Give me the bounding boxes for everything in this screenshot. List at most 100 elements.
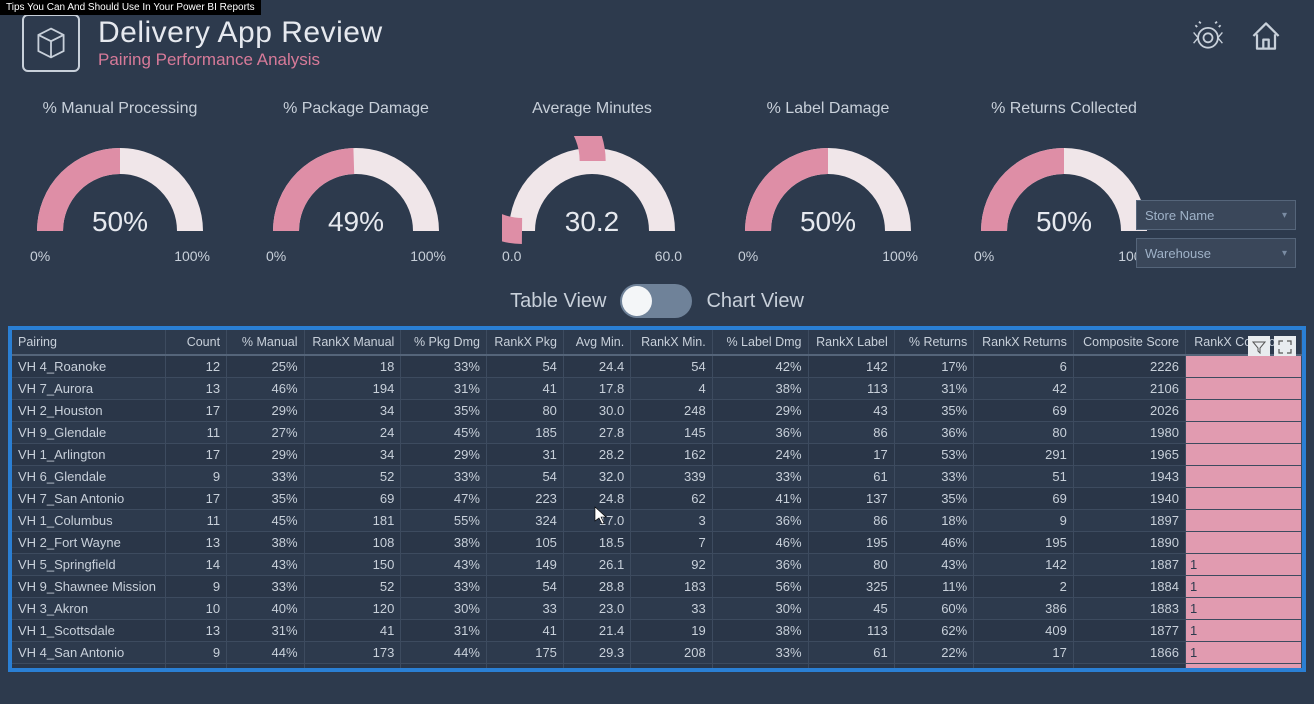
column-header[interactable]: RankX Min.: [631, 330, 713, 355]
gauge-max: 100%: [410, 248, 446, 264]
table-cell: VH 9_Shawnee Mission: [12, 576, 165, 598]
table-cell: 175: [486, 642, 563, 664]
column-header[interactable]: RankX Returns: [974, 330, 1074, 355]
table-cell: 33%: [401, 355, 487, 378]
table-cell: 43%: [227, 554, 304, 576]
table-cell: 173: [304, 642, 401, 664]
table-row[interactable]: VH 5_Springfield1443%15043%14926.19236%8…: [12, 554, 1302, 576]
gauge-value: 49%: [266, 206, 446, 238]
table-cell: 35%: [894, 400, 974, 422]
gauge-title: % Manual Processing: [20, 100, 220, 118]
view-toggle-row: Table View Chart View: [0, 284, 1314, 318]
table-cell: 1: [1185, 576, 1301, 598]
table-cell: 35%: [401, 400, 487, 422]
table-row[interactable]: VH 4_San Antonio944%17344%17529.320833%6…: [12, 642, 1302, 664]
table-cell: 7: [631, 532, 713, 554]
table-cell: 30: [631, 664, 713, 673]
table-cell: [1185, 422, 1301, 444]
toggle-knob: [622, 286, 652, 316]
table-cell: 86: [808, 422, 894, 444]
column-header[interactable]: Pairing: [12, 330, 165, 355]
column-header[interactable]: RankX Manual: [304, 330, 401, 355]
table-cell: 1887: [1073, 554, 1185, 576]
column-header[interactable]: % Pkg Dmg: [401, 330, 487, 355]
table-cell: [1185, 532, 1301, 554]
table-cell: 28.8: [563, 576, 630, 598]
table-cell: 185: [486, 422, 563, 444]
table-row[interactable]: VH 7_Aurora1346%19431%4117.8438%11331%42…: [12, 378, 1302, 400]
table-cell: 33%: [401, 576, 487, 598]
column-header[interactable]: % Manual: [227, 330, 304, 355]
table-cell: 1884: [1073, 576, 1185, 598]
gauge-title: Average Minutes: [492, 100, 692, 118]
table-cell: 142: [974, 554, 1074, 576]
chart-view-label: Chart View: [706, 290, 803, 313]
column-header[interactable]: Count: [165, 330, 226, 355]
table-cell: 31%: [401, 620, 487, 642]
table-row[interactable]: VH 9_Glendale1127%2445%18527.814536%8636…: [12, 422, 1302, 444]
table-row[interactable]: VH 2_Fort Wayne1338%10838%10518.5746%195…: [12, 532, 1302, 554]
gauge-row: % Manual Processing 50% 0% 100% % Packag…: [0, 78, 1314, 274]
table-cell: 41%: [712, 488, 808, 510]
table-cell: 44%: [401, 642, 487, 664]
table-row[interactable]: VH 1_Arlington1729%3429%3128.216224%1753…: [12, 444, 1302, 466]
table-cell: [1185, 488, 1301, 510]
data-table[interactable]: PairingCount% ManualRankX Manual% Pkg Dm…: [12, 330, 1302, 672]
table-cell: 291: [974, 444, 1074, 466]
table-cell: 22%: [894, 642, 974, 664]
table-cell: 324: [486, 510, 563, 532]
column-header[interactable]: % Returns: [894, 330, 974, 355]
table-cell: 1943: [1073, 466, 1185, 488]
table-cell: 38%: [712, 620, 808, 642]
table-cell: VH 7_Aurora: [12, 378, 165, 400]
column-header[interactable]: Composite Score: [1073, 330, 1185, 355]
view-toggle-switch[interactable]: [620, 284, 692, 318]
column-header[interactable]: RankX Label: [808, 330, 894, 355]
table-cell: 17: [808, 444, 894, 466]
table-cell: 29%: [401, 444, 487, 466]
table-cell: 108: [304, 532, 401, 554]
table-row[interactable]: VH 1_Scottsdale1331%4131%4121.41938%1136…: [12, 620, 1302, 642]
slicer-dropdown[interactable]: Warehouse▾: [1136, 238, 1296, 268]
table-cell: 36%: [712, 510, 808, 532]
column-header[interactable]: % Label Dmg: [712, 330, 808, 355]
table-cell: 19: [808, 664, 894, 673]
table-cell: 80: [974, 422, 1074, 444]
table-cell: 9: [165, 576, 226, 598]
table-row[interactable]: VH 3_Akron1040%12030%3323.03330%4560%386…: [12, 598, 1302, 620]
gauge: % Returns Collected 50% 0% 100%: [964, 100, 1164, 264]
slicer-dropdown[interactable]: Store Name▾: [1136, 200, 1296, 230]
column-header[interactable]: Avg Min.: [563, 330, 630, 355]
table-row[interactable]: VH 2_Houston1729%3435%8030.024829%4335%6…: [12, 400, 1302, 422]
table-cell: 14: [165, 554, 226, 576]
table-cell: 325: [808, 576, 894, 598]
table-cell: 26.1: [563, 554, 630, 576]
table-cell: 69: [974, 400, 1074, 422]
table-row[interactable]: VH 2_Glendale838%9163%41123.53025%1938%1…: [12, 664, 1302, 673]
table-cell: VH 2_Glendale: [12, 664, 165, 673]
gauge-value: 30.2: [502, 206, 682, 238]
table-cell: VH 1_Scottsdale: [12, 620, 165, 642]
column-header[interactable]: RankX Pkg: [486, 330, 563, 355]
table-row[interactable]: VH 4_Roanoke1225%1833%5424.45442%14217%6…: [12, 355, 1302, 378]
table-cell: [1185, 664, 1301, 673]
table-cell: 21.4: [563, 620, 630, 642]
table-row[interactable]: VH 9_Shawnee Mission933%5233%5428.818356…: [12, 576, 1302, 598]
table-row[interactable]: VH 6_Glendale933%5233%5432.033933%6133%5…: [12, 466, 1302, 488]
data-table-container: PairingCount% ManualRankX Manual% Pkg Dm…: [8, 326, 1306, 672]
table-cell: 13: [165, 532, 226, 554]
table-row[interactable]: VH 7_San Antonio1735%6947%22324.86241%13…: [12, 488, 1302, 510]
table-cell: 54: [486, 355, 563, 378]
filter-sparkle-icon[interactable]: [1190, 18, 1226, 54]
table-cell: 92: [631, 554, 713, 576]
table-row[interactable]: VH 1_Columbus1145%18155%32417.0336%8618%…: [12, 510, 1302, 532]
table-cell: 69: [304, 488, 401, 510]
table-cell: VH 9_Glendale: [12, 422, 165, 444]
table-cell: 248: [631, 400, 713, 422]
table-cell: 25%: [227, 355, 304, 378]
home-icon[interactable]: [1248, 18, 1284, 54]
table-cell: 38%: [227, 664, 304, 673]
table-cell: [1185, 466, 1301, 488]
gauge: % Package Damage 49% 0% 100%: [256, 100, 456, 264]
table-cell: 17.8: [563, 378, 630, 400]
